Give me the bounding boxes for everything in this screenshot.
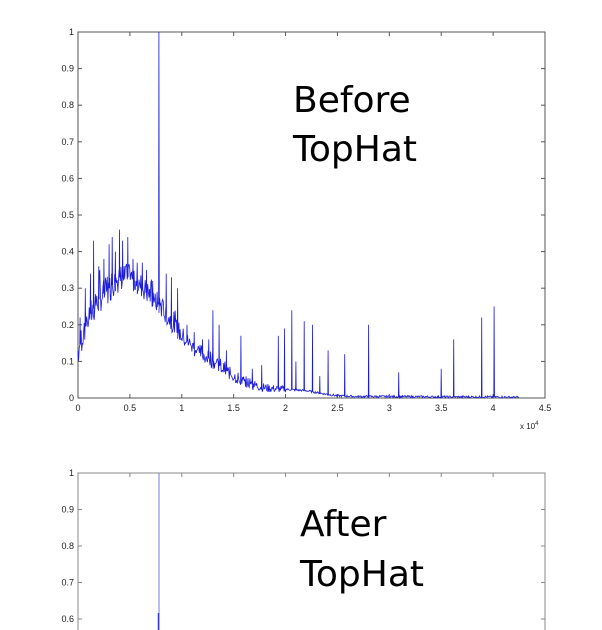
- y-tick-label: 0.5: [61, 210, 74, 220]
- annotation-line-2: TopHat: [299, 554, 424, 595]
- y-tick-label: 0.9: [61, 64, 74, 74]
- after-tophat-plot: 1 0.9 0.8 0.7 0.6 After TopHat: [61, 468, 546, 630]
- y-tick-label: 0.7: [61, 137, 74, 147]
- x-tick-label: 3.5: [435, 403, 448, 413]
- axis-ticks: [77, 31, 546, 399]
- x-tick-label: 2: [283, 403, 288, 413]
- x-tick-label: 1: [179, 403, 184, 413]
- x-tick-label: 4.5: [539, 403, 552, 413]
- tick-labels: 1 0.9 0.8 0.7 0.6: [61, 468, 74, 624]
- x-tick-label: 0.5: [124, 403, 137, 413]
- plot-frame: [77, 31, 546, 399]
- x-multiplier: x 104: [520, 421, 539, 431]
- annotation-line-1: Before: [293, 80, 411, 121]
- x-tick-label: 2.5: [331, 403, 344, 413]
- x-tick-label: 0: [75, 403, 80, 413]
- y-tick-label: 0.6: [61, 173, 74, 183]
- y-tick-label: 0.7: [61, 578, 74, 588]
- y-tick-label: 0.8: [61, 100, 74, 110]
- y-tick-label: 0: [69, 393, 74, 403]
- x-tick-label: 4: [491, 403, 496, 413]
- x-tick-label: 3: [387, 403, 392, 413]
- y-tick-label: 0.9: [61, 505, 74, 515]
- signal-line: [77, 31, 520, 400]
- annotation-line-1: After: [300, 504, 387, 545]
- y-tick-label: 0.8: [61, 541, 74, 551]
- y-tick-label: 1: [69, 468, 74, 478]
- y-tick-label: 0.1: [61, 356, 74, 366]
- y-tick-label: 0.2: [61, 320, 74, 330]
- y-tick-label: 0.6: [61, 614, 74, 624]
- y-tick-label: 0.4: [61, 247, 74, 257]
- axis-ticks: [78, 472, 546, 620]
- y-tick-label: 1: [69, 27, 74, 37]
- y-tick-label: 0.3: [61, 283, 74, 293]
- x-tick-label: 1.5: [227, 403, 240, 413]
- plot-frame: [77, 472, 546, 630]
- tick-labels: 0 0.5 1 1.5 2 2.5 3 3.5 4 4.5 0 0.1 0.2 0.3 0.4 0.5 0.6 0…: [61, 27, 551, 413]
- before-tophat-plot: 0 0.5 1 1.5 2 2.5 3 3.5 4 4.5 0 0.1 0.2 0.3 0.4 0.5 0.6 0…: [61, 27, 551, 431]
- annotation-line-2: TopHat: [292, 129, 417, 170]
